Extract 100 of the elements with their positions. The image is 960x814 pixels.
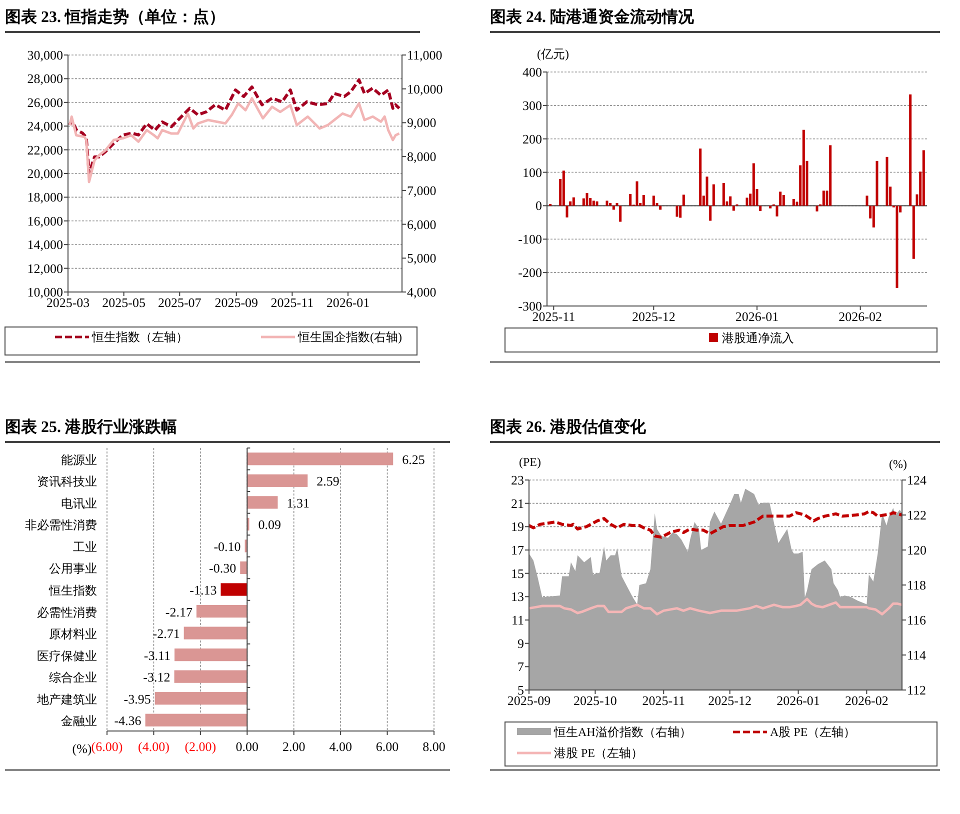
legend-label: 港股通净流入 <box>722 331 794 345</box>
x-tick-label: 4.00 <box>329 739 352 754</box>
y-tick-label: 300 <box>522 98 542 113</box>
bar <box>569 201 572 206</box>
y-tick-label: -100 <box>518 232 542 247</box>
bar <box>706 176 708 206</box>
y-tick-label: 0 <box>536 198 542 214</box>
y2-tick-label: 118 <box>907 578 926 592</box>
bar <box>154 692 248 705</box>
bar <box>722 182 725 206</box>
data-label: 2.59 <box>316 474 340 489</box>
y2-tick-label: 116 <box>907 612 927 628</box>
x-tick-label: 2026-01 <box>326 295 370 310</box>
y-tick-label: 能源业 <box>61 452 97 467</box>
bar <box>712 184 715 206</box>
y2-tick-label: 8,000 <box>407 149 436 164</box>
bar <box>652 196 655 206</box>
y2-tick-label: 5,000 <box>407 250 436 266</box>
bar <box>592 200 595 206</box>
y-tick-label: 26,000 <box>27 94 63 110</box>
bar <box>746 198 748 206</box>
x-tick-label: 0.00 <box>236 739 259 754</box>
y-tick-label: 14,000 <box>27 237 63 252</box>
data-label: -0.30 <box>209 560 236 576</box>
data-label: -0.10 <box>214 538 241 554</box>
x-tick-label: 6.00 <box>376 739 399 754</box>
x-tick-label: 2025-07 <box>158 295 202 310</box>
y-tick-label: 7 <box>518 659 524 674</box>
bar <box>729 196 732 206</box>
y-tick-label: 13 <box>511 589 524 604</box>
bar <box>629 194 632 206</box>
bar <box>876 160 878 206</box>
x-tick-label: 2025-12 <box>632 309 676 324</box>
y-tick-label: 30,000 <box>27 48 63 62</box>
bar <box>240 561 248 574</box>
bar <box>659 206 662 210</box>
line-series <box>528 598 904 616</box>
bar <box>829 145 832 206</box>
y-tick-label: 24,000 <box>27 118 63 134</box>
bar <box>769 206 772 208</box>
y-tick-label: 原材料业 <box>49 627 97 642</box>
bar <box>196 604 248 618</box>
bar <box>247 452 394 466</box>
y-tick-label: 100 <box>522 164 542 180</box>
chart-title: 图表 25. 港股行业涨跌幅 <box>5 418 177 436</box>
y-tick-label: 必需性消费 <box>37 605 97 620</box>
bar <box>619 206 622 222</box>
y2-tick-label: 114 <box>907 648 927 662</box>
bar <box>220 583 248 596</box>
x-tick-label: (2.00) <box>184 739 216 754</box>
data-label: 1.31 <box>286 495 310 510</box>
legend-label: 恒生国企指数(右轴) <box>297 330 402 344</box>
bar <box>866 196 868 206</box>
chart-title: 图表 23. 恒指走势（单位：点） <box>5 8 225 26</box>
y-tick-label: 20,000 <box>27 166 63 181</box>
y-axis-title: (亿元) <box>537 47 569 61</box>
y-tick-label: 17 <box>511 542 524 558</box>
y-tick-label: 综合企业 <box>49 670 97 685</box>
bar <box>566 206 568 218</box>
y-tick-label: 公用事业 <box>49 562 97 576</box>
x-tick-label: 2026-01 <box>776 693 820 708</box>
bar <box>699 148 702 206</box>
y-tick-label: 28,000 <box>27 71 63 86</box>
y-tick-label: 400 <box>522 64 542 80</box>
y2-tick-label: 6,000 <box>407 216 436 232</box>
chart-title: 图表 26. 港股估值变化 <box>490 418 647 436</box>
x-tick-label: 2026-01 <box>735 309 779 324</box>
bar <box>792 199 795 206</box>
line-series <box>68 97 400 184</box>
y-axis-title: (PE) <box>519 455 541 469</box>
y-tick-label: 5 <box>518 682 524 698</box>
x-tick-label: (4.00) <box>138 739 170 754</box>
x-tick-label: 2026-02 <box>845 693 888 708</box>
line-series <box>528 510 904 539</box>
legend-label: A股 PE（左轴） <box>770 725 856 739</box>
bar <box>572 197 575 206</box>
y2-tick-label: 7,000 <box>407 182 436 198</box>
y-tick-label: 地产建筑业 <box>36 692 97 706</box>
y-tick-label: 10,000 <box>27 284 63 300</box>
bar <box>682 194 685 206</box>
x-tick-label: 2026-02 <box>838 309 882 324</box>
bar <box>912 206 915 259</box>
y-tick-label: 非必需性消费 <box>25 518 97 532</box>
y-tick-label: 200 <box>522 131 542 146</box>
y2-tick-label: 112 <box>907 682 926 698</box>
bar <box>709 206 712 221</box>
data-label: 6.25 <box>402 452 425 467</box>
x-tick-label: (6.00) <box>91 739 123 754</box>
bar <box>802 130 805 206</box>
bar <box>174 670 248 683</box>
legend-label: 恒生指数（左轴） <box>91 330 188 344</box>
bar <box>909 94 912 206</box>
bar <box>752 163 755 206</box>
y2-tick-label: 10,000 <box>407 81 443 96</box>
x-tick-label: 2025-11 <box>642 693 686 708</box>
y-tick-label: 医疗保健业 <box>37 648 97 663</box>
x-tick-label: 2025-10 <box>574 693 617 708</box>
x-tick-label: 2025-12 <box>708 693 752 708</box>
bar <box>562 170 565 206</box>
y-tick-label: -200 <box>518 265 542 280</box>
